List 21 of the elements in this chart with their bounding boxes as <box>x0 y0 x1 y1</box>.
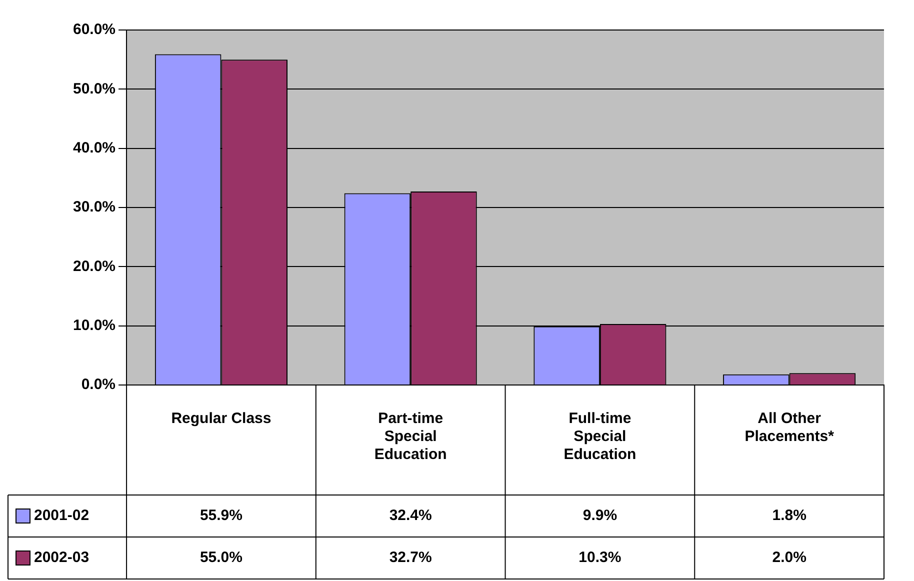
data-label: 9.9% <box>582 507 618 524</box>
legend-label: 2001-02 <box>34 507 90 524</box>
x-tick-label: Full-time Special Education <box>564 410 636 464</box>
x-tick-label: Part-time Special Education <box>374 410 447 464</box>
y-tick-label: 60.0% <box>72 21 116 38</box>
data-label: 2.0% <box>772 549 806 566</box>
data-label: 55.9% <box>200 507 242 524</box>
y-tick-label: 40.0% <box>72 139 116 156</box>
legend-label: 2002-03 <box>34 549 90 566</box>
y-tick-label: 50.0% <box>72 80 116 98</box>
y-tick-label: 0.0% <box>81 376 116 394</box>
data-label: 10.3% <box>578 549 622 566</box>
data-label: 32.7% <box>389 549 432 566</box>
y-tick-label: 10.0% <box>72 316 116 334</box>
y-tick-label: 30.0% <box>72 198 116 216</box>
data-label: 1.8% <box>772 507 806 524</box>
data-label: 32.4% <box>389 507 432 524</box>
x-tick-label: Regular Class <box>171 410 272 428</box>
data-label: 55.0% <box>200 549 242 566</box>
x-tick-label: All Other Placements* <box>744 410 834 446</box>
y-tick-label: 20.0% <box>72 258 116 275</box>
